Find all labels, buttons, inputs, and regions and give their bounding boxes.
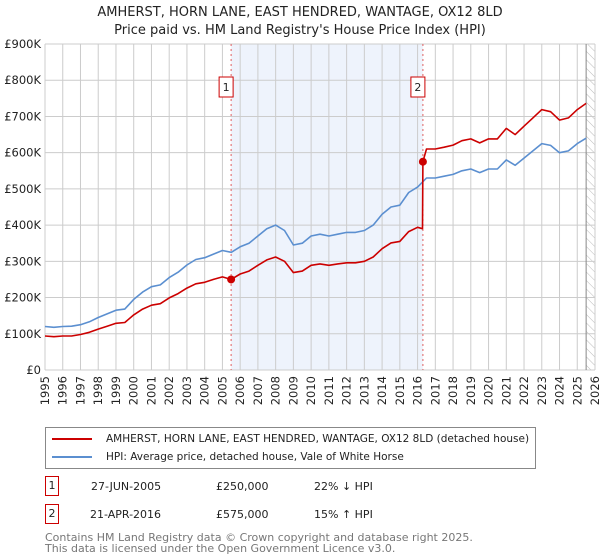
y-tick-label: £100K [4,327,41,341]
x-tick-label: 2025 [570,376,584,405]
sale-hpi-diff: 15% ↑ HPI [314,508,373,521]
y-tick-label: £900K [4,37,41,51]
x-tick-label: 2021 [499,376,513,405]
sale-date: 27-JUN-2005 [91,480,162,493]
sale-label-box-2 [410,76,426,98]
sale-badge: 2 [45,504,59,524]
y-tick-label: £800K [4,73,41,87]
legend: AMHERST, HORN LANE, EAST HENDRED, WANTAG… [45,427,536,469]
x-tick-label: 2020 [482,376,496,405]
sale-badge: 1 [45,476,59,496]
x-tick-label: 2005 [215,376,229,405]
x-tick-label: 2004 [198,376,212,405]
hpi-line [44,137,587,329]
x-tick-label: 2023 [535,376,549,405]
y-tick-label: £200K [4,291,41,305]
x-tick-label: 2018 [446,376,460,405]
price-paid-line [44,102,587,338]
sale-date: 21-APR-2016 [90,508,162,521]
y-tick-label: £700K [4,109,41,123]
x-tick-label: 1995 [38,376,52,405]
legend-swatch-hpi [52,456,92,458]
x-tick-label: 1996 [56,376,70,405]
sale-hpi-diff: 22% ↓ HPI [314,480,373,493]
legend-item-hpi: HPI: Average price, detached house, Vale… [52,449,404,465]
sale-point-2 [418,157,427,166]
sale-label-2: 2 [414,81,421,94]
sale-point-1 [227,275,236,284]
sale-label-box-1 [218,76,234,98]
x-tick-label: 2008 [269,376,283,405]
y-tick-label: £400K [4,218,41,232]
x-tick-label: 2003 [180,376,194,405]
x-tick-label: 2014 [375,376,389,405]
x-tick-label: 2019 [464,376,478,405]
legend-label-price: AMHERST, HORN LANE, EAST HENDRED, WANTAG… [106,433,530,445]
legend-swatch-price [52,438,92,440]
x-tick-label: 2001 [144,376,158,405]
chart-title: AMHERST, HORN LANE, EAST HENDRED, WANTAG… [97,5,503,20]
footer-copyright: Contains HM Land Registry data © Crown c… [45,531,473,544]
forecast-hatch-region [586,44,595,370]
footer-licence: This data is licensed under the Open Gov… [45,542,396,555]
sale-row-2: 2 21-APR-2016 £575,000 15% ↑ HPI [45,504,585,526]
x-tick-label: 2015 [393,376,407,405]
x-tick-label: 2026 [588,376,600,405]
x-tick-label: 2022 [517,376,531,405]
y-tick-label: £0 [26,363,41,377]
x-tick-label: 1997 [73,376,87,405]
x-tick-label: 1999 [109,376,123,405]
x-tick-label: 2017 [428,376,442,405]
chart-subtitle: Price paid vs. HM Land Registry's House … [114,23,486,38]
legend-label-hpi: HPI: Average price, detached house, Vale… [106,451,404,463]
x-tick-label: 2024 [553,376,567,405]
x-tick-label: 2007 [251,376,265,405]
sale-row-1: 1 27-JUN-2005 £250,000 22% ↓ HPI [45,476,585,498]
sale-label-1: 1 [223,81,230,94]
price-chart: 1995 1996 1997 1998 1999 2000 2001 2002 2003 2004… [4,37,600,405]
y-tick-label: £600K [4,146,41,160]
sale-price: £575,000 [216,508,269,521]
sale-price: £250,000 [216,480,269,493]
x-tick-label: 2012 [340,376,354,405]
y-tick-label: £300K [4,254,41,268]
legend-item-price: AMHERST, HORN LANE, EAST HENDRED, WANTAG… [52,431,529,447]
x-tick-label: 2010 [304,376,318,405]
x-tick-label: 2006 [233,376,247,405]
x-tick-label: 2002 [162,376,176,405]
x-tick-label: 2011 [322,376,336,405]
x-tick-label: 2013 [357,376,371,405]
x-tick-label: 2009 [286,376,300,405]
x-tick-label: 2016 [411,376,425,405]
x-tick-label: 2000 [127,376,141,405]
y-tick-label: £500K [4,182,41,196]
x-tick-label: 1998 [91,376,105,405]
